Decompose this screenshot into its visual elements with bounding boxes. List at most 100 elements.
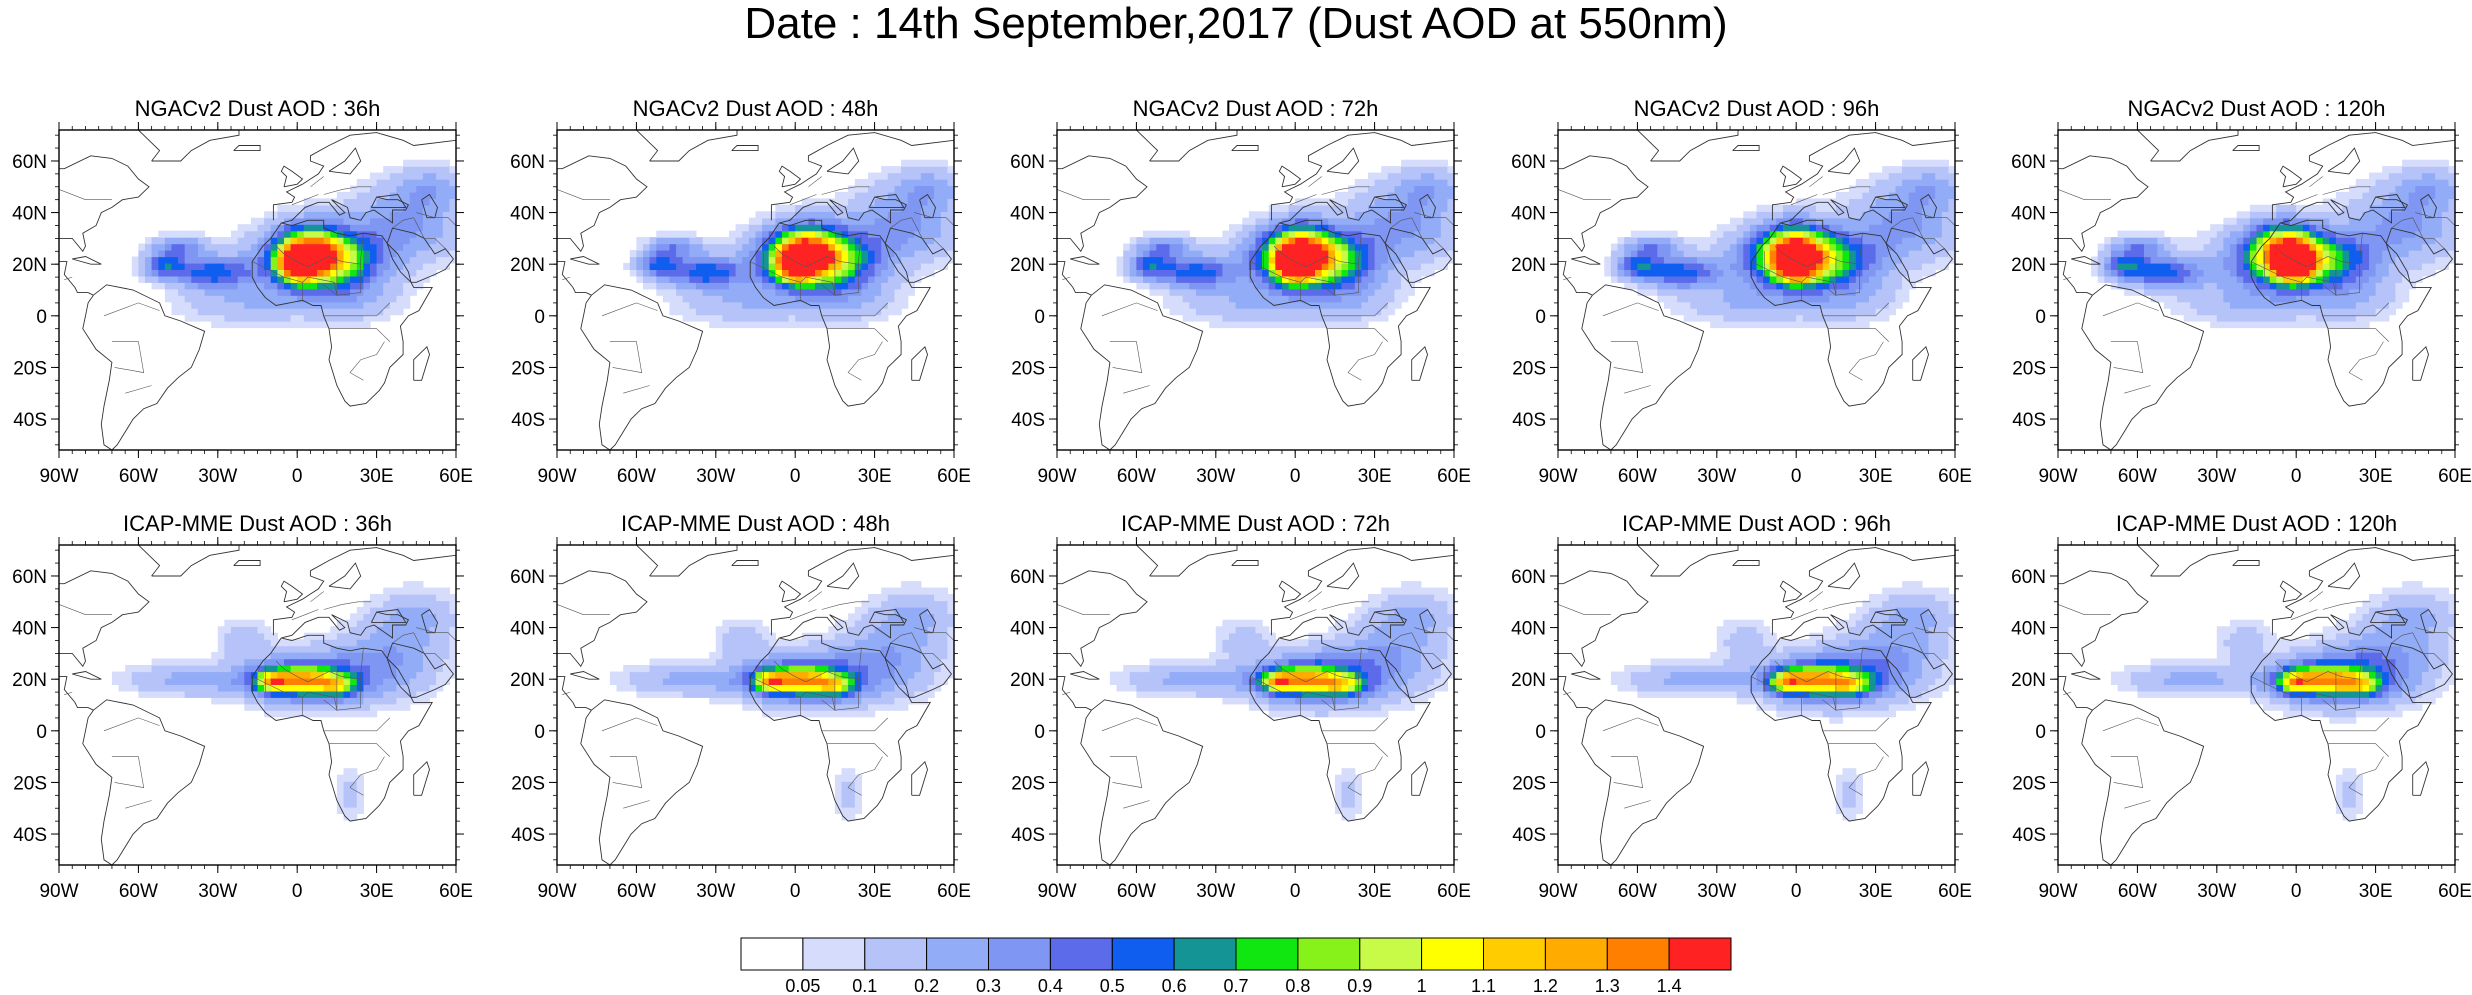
colorbar-label: 1.2 [1533, 976, 1558, 995]
lat-tick-label: 60N [1511, 567, 1546, 588]
panel-title: ICAP-MME Dust AOD : 36h [123, 511, 392, 536]
colorbar-swatch [1421, 937, 1484, 971]
lat-tick-label: 40S [1011, 410, 1045, 431]
panel-title: ICAP-MME Dust AOD : 72h [1121, 511, 1390, 536]
map-panel: ICAP-MME Dust AOD : 96h 90W 60W 30W 0 30E 60E 6… [1511, 511, 1972, 900]
colorbar-swatch [1359, 937, 1423, 971]
panel-title: ICAP-MME Dust AOD : 120h [2116, 511, 2397, 536]
coastlines [2058, 545, 2455, 865]
colorbar-label: 1.3 [1595, 976, 1620, 995]
lon-tick-label: 30W [198, 881, 237, 900]
lat-tick-label: 60N [12, 152, 47, 173]
lat-tick-label: 60N [510, 567, 545, 588]
lon-tick-label: 0 [1290, 466, 1301, 487]
panel-title: NGACv2 Dust AOD : 96h [1634, 96, 1880, 121]
lat-tick-label: 0 [2035, 722, 2046, 743]
coastlines [557, 545, 954, 865]
lon-tick-label: 60W [119, 466, 158, 487]
lat-tick-label: 40N [12, 204, 47, 225]
lat-tick-label: 40N [2011, 204, 2046, 225]
lat-tick-label: 20S [1011, 773, 1045, 794]
lat-tick-label: 20N [510, 255, 545, 276]
lon-tick-label: 90W [1037, 466, 1076, 487]
aod-field [131, 159, 456, 329]
lon-tick-label: 60E [439, 881, 473, 900]
colorbar-label: 0.4 [1038, 976, 1063, 995]
panel-title: NGACv2 Dust AOD : 48h [633, 96, 879, 121]
aod-field [1604, 159, 1955, 329]
lat-tick-label: 20N [1511, 255, 1546, 276]
lon-tick-label: 60E [1938, 466, 1972, 487]
colorbar-swatch [1668, 937, 1732, 971]
colorbar-label: 0.5 [1100, 976, 1125, 995]
lat-tick-label: 40S [13, 825, 47, 846]
lon-tick-label: 30W [1697, 466, 1736, 487]
map-panel: ICAP-MME Dust AOD : 72h 90W 60W 30W 0 30E 60E 6… [1010, 511, 1471, 900]
panel-title: NGACv2 Dust AOD : 36h [135, 96, 381, 121]
coastlines [557, 130, 954, 450]
lon-tick-label: 30W [1196, 881, 1235, 900]
lon-tick-label: 0 [2291, 881, 2302, 900]
lat-tick-label: 0 [2035, 307, 2046, 328]
lat-tick-label: 40N [510, 204, 545, 225]
lat-tick-label: 0 [36, 722, 47, 743]
map-panel: ICAP-MME Dust AOD : 36h 90W 60W 30W 0 30E 60E 6… [12, 511, 473, 900]
lon-tick-label: 30W [1196, 466, 1235, 487]
colorbar-swatch [988, 937, 1051, 971]
lat-tick-label: 60N [1511, 152, 1546, 173]
colorbar-swatch [1606, 937, 1670, 971]
colorbar-swatch [802, 937, 866, 971]
lon-tick-label: 0 [2291, 466, 2302, 487]
lon-tick-label: 30E [1859, 466, 1893, 487]
lon-tick-label: 60W [1618, 881, 1657, 900]
lat-tick-label: 20N [2011, 670, 2046, 691]
lon-tick-label: 90W [1538, 466, 1577, 487]
lat-tick-label: 60N [1010, 567, 1045, 588]
lon-tick-label: 30W [198, 466, 237, 487]
lat-tick-label: 60N [1010, 152, 1045, 173]
colorbar-label: 0.7 [1223, 976, 1248, 995]
colorbar-label: 0.2 [914, 976, 939, 995]
colorbar-label: 0.1 [852, 976, 877, 995]
lon-tick-label: 30W [1697, 881, 1736, 900]
lon-tick-label: 30E [2359, 881, 2393, 900]
colorbar-swatch [1483, 937, 1546, 971]
lon-tick-label: 60W [1618, 466, 1657, 487]
lon-tick-label: 60W [617, 466, 656, 487]
lat-tick-label: 40S [1512, 825, 1546, 846]
lat-tick-label: 40N [1010, 619, 1045, 640]
coastlines [1558, 130, 1955, 450]
lon-tick-label: 60E [439, 466, 473, 487]
lon-tick-label: 0 [1791, 466, 1802, 487]
lat-tick-label: 40N [1511, 204, 1546, 225]
lon-tick-label: 60E [1437, 881, 1471, 900]
coastlines [2058, 130, 2455, 450]
lat-tick-label: 20N [12, 670, 47, 691]
lon-tick-label: 30E [2359, 466, 2393, 487]
lon-tick-label: 90W [537, 466, 576, 487]
map-panels: NGACv2 Dust AOD : 36h 90W 60W 30W 0 30E 60E 60N… [12, 96, 2472, 900]
lat-tick-label: 20S [1512, 773, 1546, 794]
lat-tick-label: 40S [1512, 410, 1546, 431]
lat-tick-label: 0 [1034, 722, 1045, 743]
lon-tick-label: 60W [1117, 466, 1156, 487]
lat-tick-label: 40N [510, 619, 545, 640]
lon-tick-label: 0 [790, 881, 801, 900]
map-panel: NGACv2 Dust AOD : 48h 90W 60W 30W 0 30E 60E 60N… [510, 96, 971, 487]
figure-title: Date : 14th September,2017 (Dust AOD at … [744, 0, 1728, 48]
lon-tick-label: 0 [292, 466, 303, 487]
colorbar-label: 0.9 [1347, 976, 1372, 995]
aod-field [623, 159, 954, 329]
lon-tick-label: 60E [1938, 881, 1972, 900]
lon-tick-label: 90W [1037, 881, 1076, 900]
map-panel: NGACv2 Dust AOD : 72h 90W 60W 30W 0 30E 60E 60N… [1010, 96, 1471, 487]
map-panel: ICAP-MME Dust AOD : 48h 90W 60W 30W 0 30E 60E 6… [510, 511, 971, 900]
lon-tick-label: 90W [1538, 881, 1577, 900]
lon-tick-label: 60E [937, 466, 971, 487]
lon-tick-label: 30W [2197, 881, 2236, 900]
lon-tick-label: 30E [1358, 466, 1392, 487]
lat-tick-label: 60N [510, 152, 545, 173]
lat-tick-label: 60N [2011, 567, 2046, 588]
panel-title: ICAP-MME Dust AOD : 48h [621, 511, 890, 536]
lat-tick-label: 20N [510, 670, 545, 691]
